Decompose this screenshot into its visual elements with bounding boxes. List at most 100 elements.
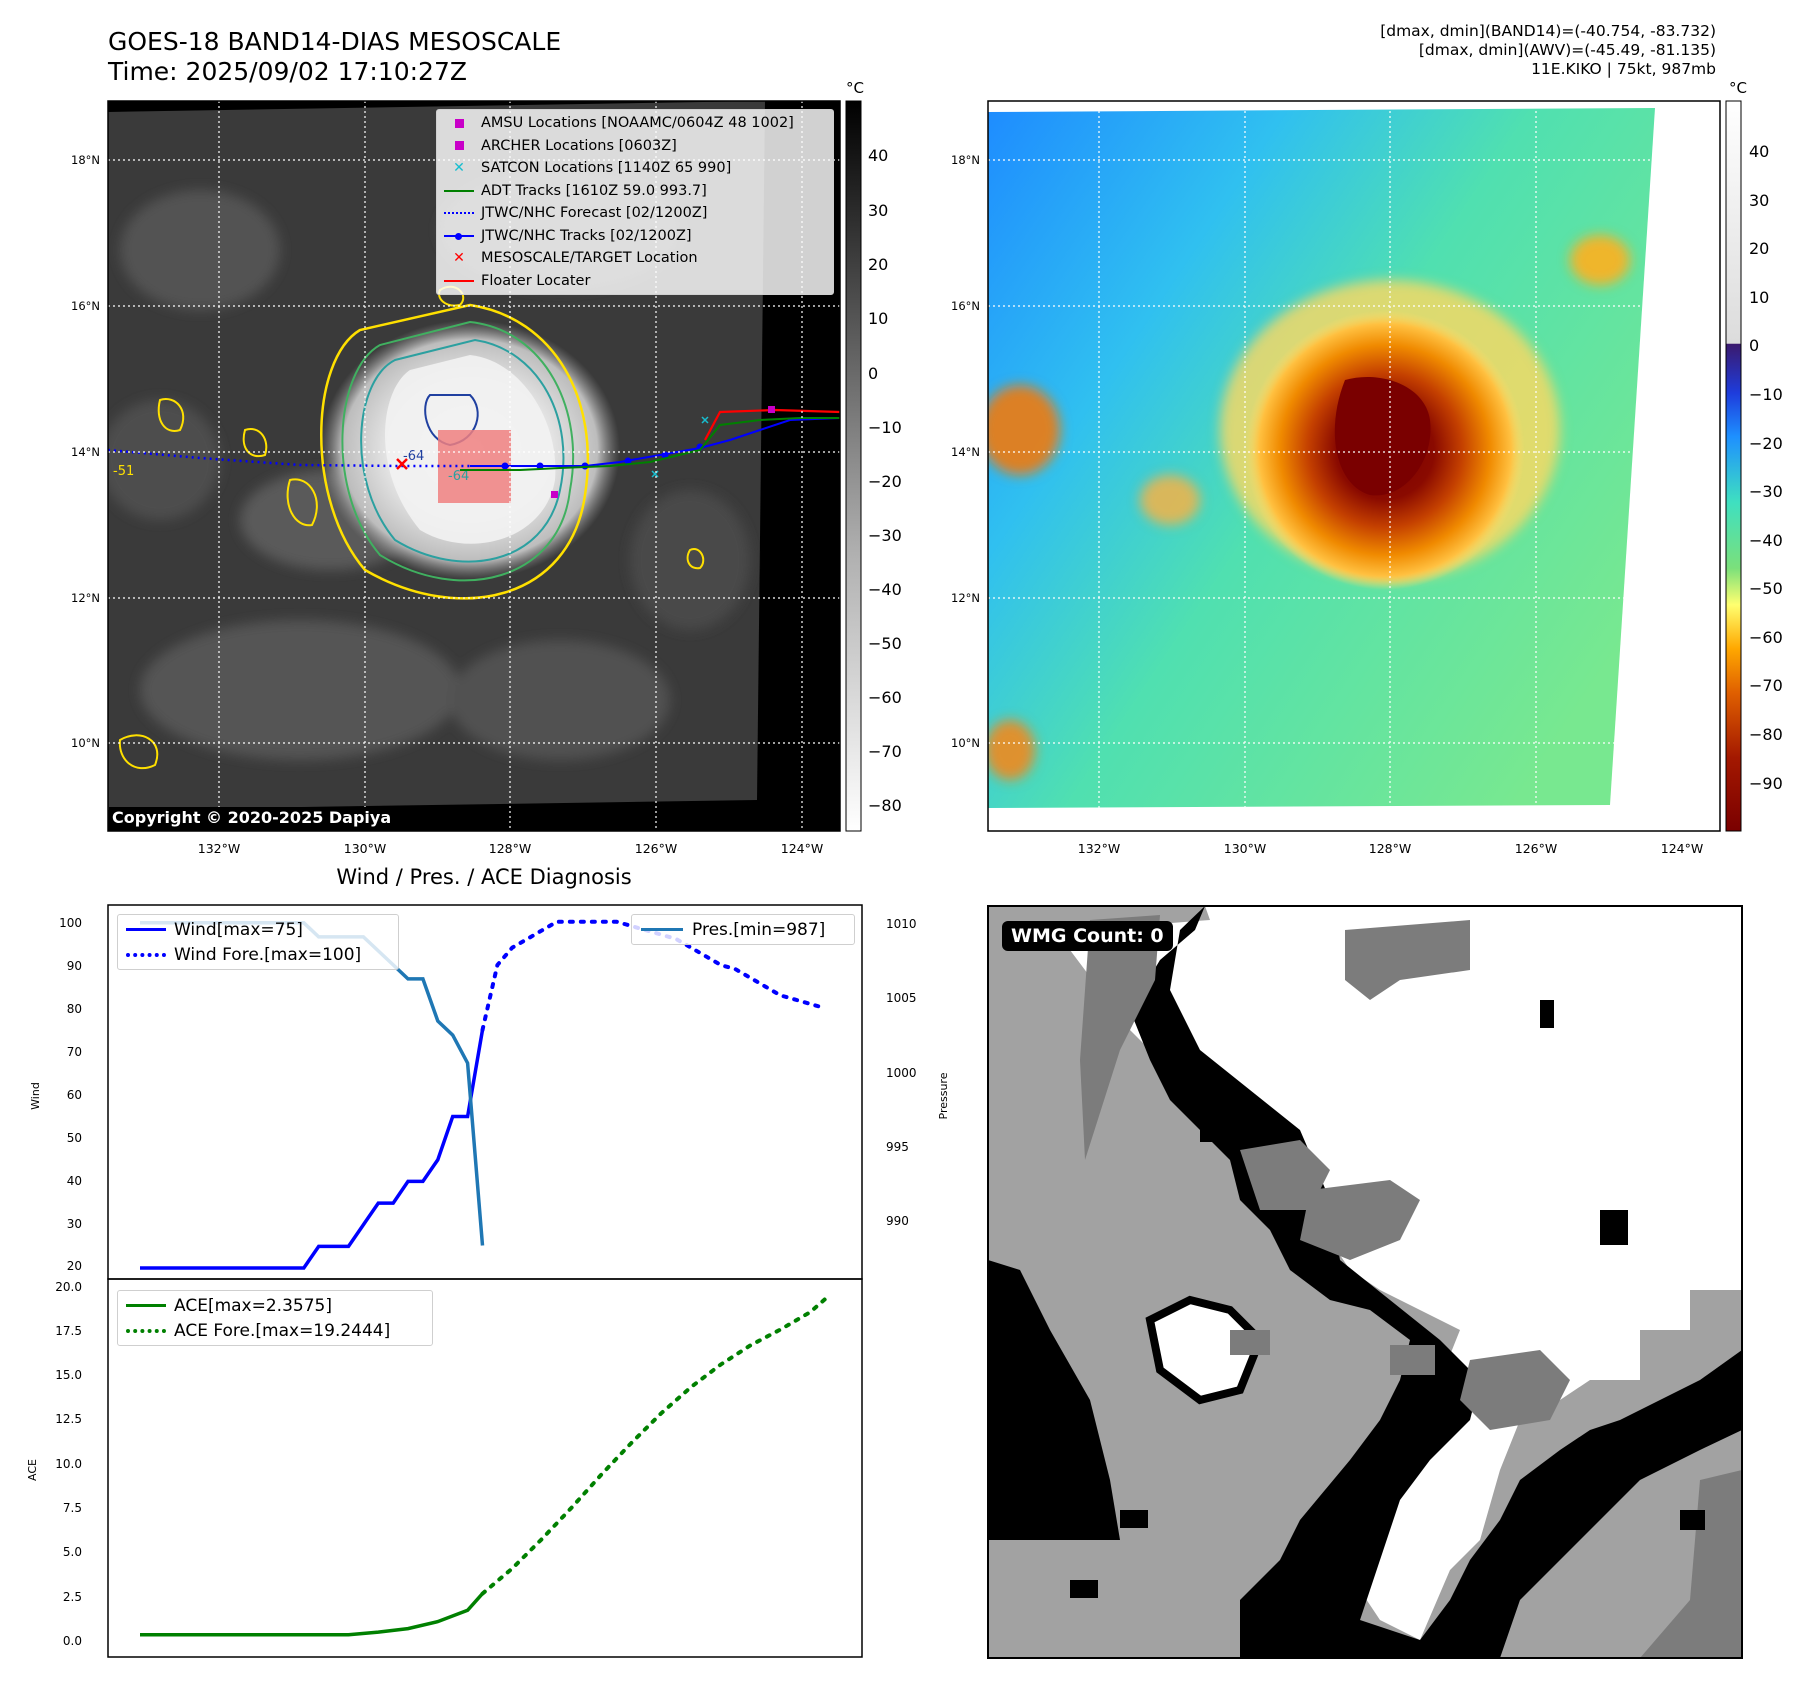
colorbar-tick: −60 [1749, 628, 1783, 647]
ace-tick: 7.5 [63, 1501, 82, 1515]
legend-label: SATCON Locations [1140Z 65 990] [481, 160, 732, 177]
wind-forecast-series-line [480, 919, 827, 1032]
colorbar-tick: −40 [868, 580, 902, 599]
lat-label: 12°N [951, 591, 980, 605]
info-line-1: [dmax, dmin](BAND14)=(-40.754, -83.732) [1380, 22, 1716, 40]
legend-row-adt: ADT Tracks [1610Z 59.0 993.7] [437, 180, 833, 203]
colorbar-tick: −80 [868, 796, 902, 815]
legend-row-ace: ACE[max=2.3575] [118, 1293, 432, 1318]
ir-colorbar-ticks: 40 30 20 10 0 −10 −20 −30 −40 −50 −60 −7… [868, 146, 902, 815]
magenta-square-icon [437, 112, 481, 134]
legend-row-jtwc-tracks: JTWC/NHC Tracks [02/1200Z] [437, 225, 833, 248]
lon-label: 126°W [1515, 841, 1557, 856]
wind-tick: 30 [67, 1217, 82, 1231]
legend-row-jtwc-forecast: JTWC/NHC Forecast [02/1200Z] [437, 202, 833, 225]
wmg-count-badge: WMG Count: 0 [1002, 921, 1173, 951]
ir-lat-labels: 18°N 16°N 14°N 12°N 10°N [71, 153, 100, 750]
colorbar-tick: 10 [1749, 288, 1769, 307]
ace-tick: 15.0 [55, 1368, 82, 1382]
lon-label: 132°W [198, 841, 240, 856]
legend-row-archer: ARCHER Locations [0603Z] [437, 135, 833, 158]
title-line-2: Time: 2025/09/02 17:10:27Z [108, 57, 467, 86]
blue-dotted-line-icon [118, 944, 174, 966]
lat-label: 16°N [71, 299, 100, 313]
colorbar-tick: −90 [1749, 774, 1783, 793]
diagnosis-title: Wind / Pres. / ACE Diagnosis [336, 865, 631, 889]
wind-tick: 60 [67, 1088, 82, 1102]
pressure-series-line [140, 921, 485, 1246]
lon-label: 130°W [1224, 841, 1266, 856]
blue-line-dot-icon [437, 225, 481, 247]
wv-map-panel[interactable] [980, 101, 1720, 831]
wind-tick: 40 [67, 1174, 82, 1188]
wv-lat-labels: 18°N 16°N 14°N 12°N 10°N [951, 153, 980, 750]
lon-label: 128°W [1369, 841, 1411, 856]
legend-label: Floater Locater [481, 272, 591, 289]
wv-colorbar-unit: °C [1729, 79, 1747, 97]
magenta-square-icon [437, 135, 481, 157]
satcon-location-markers [651, 416, 709, 478]
ace-forecast-series-line [480, 1297, 827, 1596]
ace-tick: 2.5 [63, 1590, 82, 1604]
adt-track-line [460, 417, 840, 471]
colorbar-tick: −30 [868, 526, 902, 545]
colorbar-tick: −70 [1749, 676, 1783, 695]
wind-tick: 70 [67, 1045, 82, 1059]
colorbar-tick: 0 [868, 364, 878, 383]
ace-tick: 5.0 [63, 1545, 82, 1559]
green-line-icon [437, 180, 481, 202]
ace-tick: 20.0 [55, 1280, 82, 1294]
pressure-tick: 1005 [886, 991, 917, 1005]
legend-label: Wind[max=75] [174, 919, 303, 940]
legend-row-satcon: ✕ SATCON Locations [1140Z 65 990] [437, 157, 833, 180]
colorbar-tick: 10 [868, 309, 888, 328]
legend-label: Wind Fore.[max=100] [174, 944, 362, 965]
wind-axis-label: Wind [29, 1082, 42, 1110]
colorbar-tick: −10 [868, 418, 902, 437]
figure-title: GOES-18 BAND14-DIAS MESOSCALE Time: 2025… [108, 27, 561, 87]
legend-row-ace-fore: ACE Fore.[max=19.2444] [118, 1318, 432, 1343]
colorbar-tick: 30 [1749, 191, 1769, 210]
lon-label: 132°W [1078, 841, 1120, 856]
green-line-icon [118, 1295, 174, 1317]
pressure-tick: 995 [886, 1140, 909, 1154]
lon-label: 124°W [1661, 841, 1703, 856]
archer-location-marker [551, 491, 558, 498]
copyright-label: Copyright © 2020-2025 Dapiya [109, 807, 397, 829]
colorbar-tick: 20 [868, 255, 888, 274]
floater-locater-line [704, 408, 840, 441]
legend-row-pres: Pres.[min=987] [632, 917, 854, 942]
green-dotted-line-icon [118, 1320, 174, 1342]
pressure-axis-ticks: 1010 1005 1000 995 990 [886, 917, 917, 1228]
ace-tick: 10.0 [55, 1457, 82, 1471]
contour-label: -64 [448, 469, 469, 484]
diagnosis-plot [140, 919, 827, 1637]
colorbar-tick: −20 [868, 472, 902, 491]
cyan-x-icon: ✕ [453, 160, 465, 177]
ace-axis-label: ACE [26, 1459, 39, 1481]
ir-lon-labels: 132°W 130°W 128°W 126°W 124°W [198, 841, 823, 856]
legend-label: ADT Tracks [1610Z 59.0 993.7] [481, 182, 707, 199]
legend-label: ARCHER Locations [0603Z] [481, 137, 677, 154]
wind-axis-ticks: 100 90 80 70 60 50 40 30 20 [59, 916, 82, 1273]
ir-colorbar [845, 100, 862, 832]
lat-label: 14°N [951, 445, 980, 459]
lat-label: 18°N [951, 153, 980, 167]
legend-label: Pres.[min=987] [692, 919, 826, 940]
mesoscale-target-marker [396, 458, 408, 470]
colorbar-tick: −60 [868, 688, 902, 707]
wind-tick: 50 [67, 1131, 82, 1145]
colorbar-tick: −70 [868, 742, 902, 761]
wind-tick: 80 [67, 1002, 82, 1016]
lon-label: 124°W [781, 841, 823, 856]
ir-map-legend: AMSU Locations [NOAAMC/0604Z 48 1002] AR… [436, 109, 834, 295]
wmg-panel[interactable] [988, 906, 1742, 1658]
legend-label: JTWC/NHC Tracks [02/1200Z] [481, 227, 692, 244]
colorbar-tick: −40 [1749, 531, 1783, 550]
ace-tick: 12.5 [55, 1412, 82, 1426]
red-line-icon [437, 270, 481, 292]
contour-label: -64 [403, 449, 424, 464]
jtwc-forecast-line [108, 448, 470, 468]
legend-row-wind: Wind[max=75] [118, 917, 398, 942]
title-line-1: GOES-18 BAND14-DIAS MESOSCALE [108, 27, 562, 56]
